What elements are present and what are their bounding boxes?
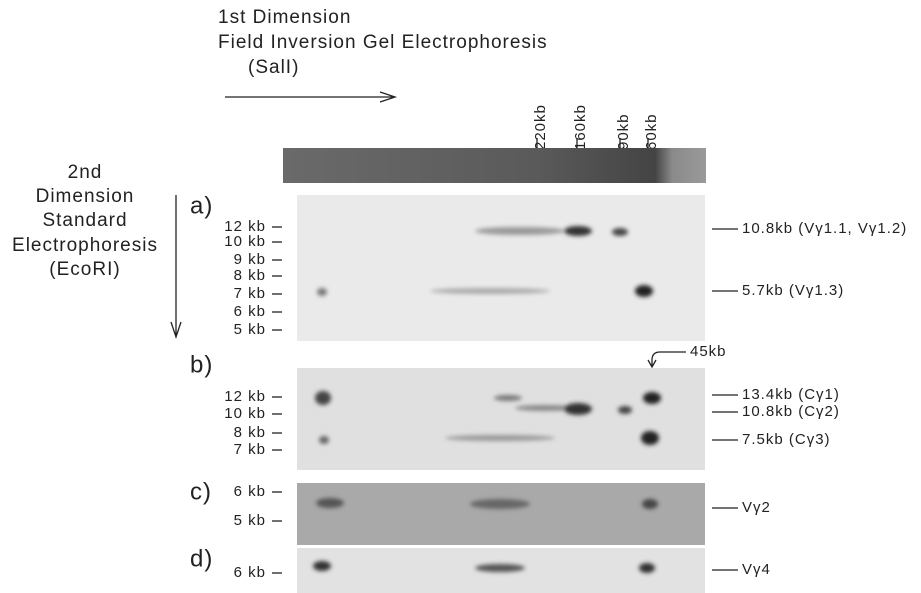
side-label: Dimension	[36, 186, 135, 207]
size-marker-left: 10 kb	[224, 233, 266, 250]
band-label: Vγ2	[742, 499, 771, 516]
size-markers: 220kb 160kb 90kb 60kb	[532, 104, 660, 150]
band-label: Vγ4	[742, 561, 771, 578]
band	[475, 227, 565, 235]
band	[317, 288, 327, 296]
header-line: Field Inversion Gel Electrophoresis	[218, 32, 548, 53]
band	[313, 561, 331, 571]
band	[470, 499, 530, 509]
first-dimension-strip	[283, 148, 706, 183]
band	[612, 228, 628, 236]
band	[635, 285, 653, 297]
arrow	[225, 92, 395, 102]
panel-label: a)	[190, 192, 213, 219]
band	[430, 288, 550, 294]
side-label: Standard	[42, 210, 127, 231]
size-marker-left: 8 kb	[234, 424, 266, 441]
size-marker-left: 6 kb	[234, 303, 266, 320]
band-label: 10.8kb (Cγ2)	[742, 403, 840, 420]
figure: 1st Dimension Field Inversion Gel Electr…	[0, 0, 921, 593]
band	[641, 431, 659, 445]
size-marker-left: 7 kb	[234, 285, 266, 302]
size-marker-left: 12 kb	[224, 388, 266, 405]
gel-c	[297, 483, 705, 545]
size-marker-left: 8 kb	[234, 267, 266, 284]
gel-a	[297, 195, 705, 341]
size-marker: 220kb	[532, 104, 549, 150]
band	[315, 391, 331, 405]
side-label: 2nd	[68, 162, 103, 183]
band	[618, 406, 632, 414]
panel-label: d)	[190, 545, 213, 572]
band	[316, 498, 344, 508]
band	[639, 563, 655, 573]
annotation: 45kb	[690, 343, 727, 360]
size-marker: 90kb	[615, 113, 632, 150]
band-label: 7.5kb (Cγ3)	[742, 431, 831, 448]
band-label: 5.7kb (Vγ1.3)	[742, 282, 844, 299]
band	[564, 226, 592, 236]
size-marker-left: 5 kb	[234, 321, 266, 338]
size-marker-left: 9 kb	[234, 251, 266, 268]
side-label: (EcoRI)	[49, 259, 120, 280]
header-line: 1st Dimension	[218, 7, 351, 28]
size-marker: 160kb	[572, 104, 589, 150]
arrow	[171, 195, 181, 337]
size-marker-left: 7 kb	[234, 441, 266, 458]
header-line: (SalI)	[248, 57, 299, 78]
band	[564, 403, 592, 415]
size-marker: 60kb	[643, 113, 660, 150]
band-label: 10.8kb (Vγ1.1, Vγ1.2)	[742, 220, 907, 237]
panel-label: c)	[190, 478, 212, 505]
size-marker-left: 6 kb	[234, 483, 266, 500]
band	[643, 392, 661, 404]
band	[445, 435, 555, 441]
band	[642, 499, 658, 509]
size-marker-left: 6 kb	[234, 564, 266, 581]
arrow	[648, 352, 686, 367]
band-label: 13.4kb (Cγ1)	[742, 386, 840, 403]
size-marker-left: 10 kb	[224, 405, 266, 422]
size-marker-left: 5 kb	[234, 512, 266, 529]
gel-b	[297, 368, 705, 470]
band	[494, 395, 522, 401]
side-label: Electrophoresis	[12, 235, 158, 256]
panel-label: b)	[190, 351, 213, 378]
band	[319, 436, 329, 444]
band	[475, 564, 525, 572]
